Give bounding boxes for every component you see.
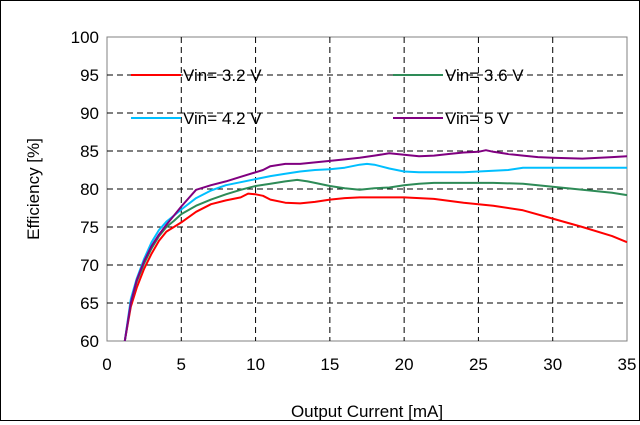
x-axis-title: Output Current [mA] xyxy=(291,402,443,420)
y-tick-label: 100 xyxy=(71,28,99,47)
y-tick-label: 90 xyxy=(80,104,99,123)
x-tick-label: 10 xyxy=(246,355,265,374)
legend-label-1: Vin= 3.2 V xyxy=(183,66,262,85)
series-line-1 xyxy=(123,192,628,342)
y-tick-label: 65 xyxy=(80,294,99,313)
y-tick-labels: 60 65 70 75 80 85 90 95 100 xyxy=(71,28,99,351)
y-tick-label: 80 xyxy=(80,180,99,199)
y-tick-label: 75 xyxy=(80,218,99,237)
series-line-4 xyxy=(123,149,628,342)
legend-label-4: Vin= 5 V xyxy=(445,109,510,128)
x-tick-label: 5 xyxy=(177,355,186,374)
x-tick-label: 25 xyxy=(469,355,488,374)
y-tick-label: 60 xyxy=(80,332,99,351)
y-tick-label: 85 xyxy=(80,142,99,161)
series-line-3 xyxy=(123,162,627,342)
y-tick-label: 95 xyxy=(80,66,99,85)
legend-label-3: Vin= 4.2 V xyxy=(183,109,262,128)
legend-label-2: Vin= 3.6 V xyxy=(445,66,524,85)
series-line-2 xyxy=(123,178,628,342)
x-tick-labels: 0 5 10 15 20 25 30 35 xyxy=(102,355,636,374)
y-axis-title: Efficiency [%] xyxy=(24,138,43,240)
series-lines xyxy=(123,149,628,342)
x-tick-label: 30 xyxy=(543,355,562,374)
x-tick-label: 0 xyxy=(102,355,111,374)
x-tick-label: 15 xyxy=(320,355,339,374)
y-tick-label: 70 xyxy=(80,256,99,275)
legend: Vin= 3.2 V Vin= 3.6 V Vin= 4.2 V Vin= 5 V xyxy=(131,66,524,128)
x-tick-label: 35 xyxy=(618,355,637,374)
grid-lines xyxy=(107,37,627,341)
x-tick-label: 20 xyxy=(395,355,414,374)
